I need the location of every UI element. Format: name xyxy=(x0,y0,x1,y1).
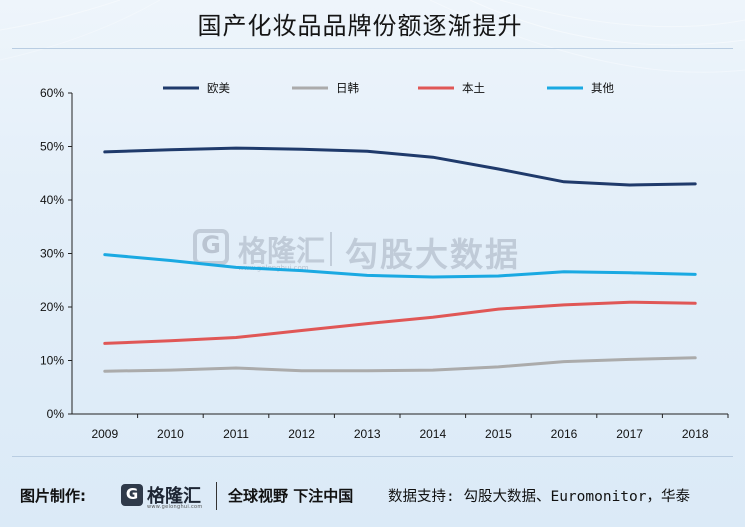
line-chart: 0% 10% 20% 30% 40% 50% 60% 2009 2010 2011 2012 2013… xyxy=(40,81,729,441)
x-tick-label: 2017 xyxy=(616,427,643,441)
footer-brand-url: www.gelonghui.com xyxy=(147,504,203,510)
footer-slogan: 全球视野 下注中国 xyxy=(228,487,354,505)
chart-title: 国产化妆品品牌份额逐渐提升 xyxy=(197,12,523,40)
x-tick-label: 2018 xyxy=(682,427,709,441)
footer-source: 数据支持: 勾股大数据、Euromonitor，华泰 xyxy=(388,489,690,505)
y-tick-label: 40% xyxy=(40,193,64,207)
y-tick-label: 0% xyxy=(47,407,65,421)
x-tick-label: 2013 xyxy=(354,427,381,441)
y-tick-label: 30% xyxy=(40,247,64,261)
x-tick-label: 2010 xyxy=(157,427,184,441)
footer-label: 图片制作: xyxy=(20,487,86,505)
footer-divider xyxy=(12,456,733,457)
series-line-3 xyxy=(103,300,697,345)
watermark-brand: 格隆汇 xyxy=(238,234,326,268)
legend-label: 日韩 xyxy=(336,81,359,95)
x-tick-label: 2015 xyxy=(485,427,512,441)
footer-brand: 格隆汇 xyxy=(147,486,201,507)
x-tick-label: 2012 xyxy=(288,427,315,441)
series-line-2 xyxy=(103,356,697,373)
y-tick-label: 20% xyxy=(40,300,64,314)
footer: 图片制作: 格隆汇 www.gelonghui.com 全球视野 下注中国 数据… xyxy=(0,480,745,516)
legend-label: 欧美 xyxy=(207,81,230,95)
watermark-divider xyxy=(330,232,332,266)
x-tick-label: 2014 xyxy=(419,427,446,441)
x-tick-label: 2009 xyxy=(91,427,118,441)
brand-logo-icon xyxy=(121,484,143,506)
y-tick-label: 10% xyxy=(40,354,64,368)
legend-label: 其他 xyxy=(591,81,614,95)
watermark-text: 勾股大数据 xyxy=(345,235,520,274)
y-tick-label: 50% xyxy=(40,140,64,154)
y-tick-label: 60% xyxy=(40,86,64,100)
title-divider xyxy=(12,48,733,49)
x-tick-label: 2016 xyxy=(551,427,578,441)
series-line-4 xyxy=(103,253,697,279)
watermark-logo-icon xyxy=(193,229,229,265)
legend-label: 本土 xyxy=(462,81,485,95)
x-tick-label: 2011 xyxy=(223,427,249,441)
footer-separator xyxy=(216,482,217,510)
series-line-1 xyxy=(103,146,697,187)
